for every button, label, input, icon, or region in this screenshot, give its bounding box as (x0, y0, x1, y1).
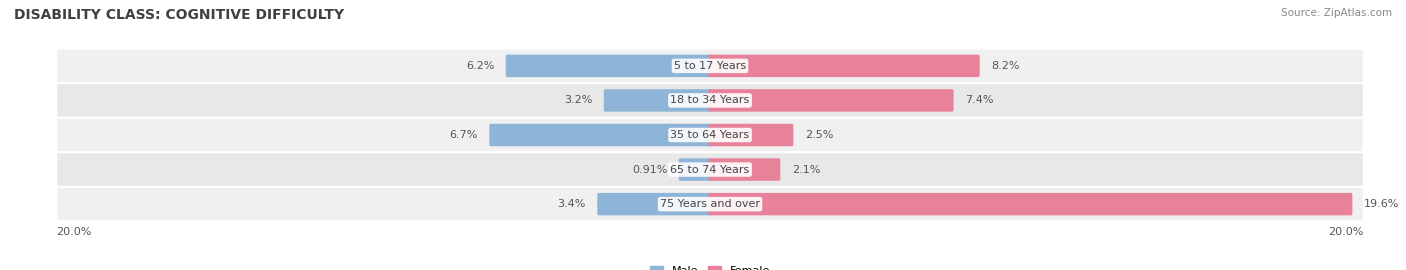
Text: 3.2%: 3.2% (564, 95, 592, 106)
Text: 2.1%: 2.1% (792, 164, 820, 175)
Text: 65 to 74 Years: 65 to 74 Years (671, 164, 749, 175)
FancyBboxPatch shape (56, 152, 1364, 187)
Text: 7.4%: 7.4% (965, 95, 994, 106)
Text: 75 Years and over: 75 Years and over (659, 199, 761, 209)
Text: Source: ZipAtlas.com: Source: ZipAtlas.com (1281, 8, 1392, 18)
FancyBboxPatch shape (679, 158, 711, 181)
FancyBboxPatch shape (56, 118, 1364, 152)
Text: 19.6%: 19.6% (1364, 199, 1399, 209)
Text: DISABILITY CLASS: COGNITIVE DIFFICULTY: DISABILITY CLASS: COGNITIVE DIFFICULTY (14, 8, 344, 22)
Text: 18 to 34 Years: 18 to 34 Years (671, 95, 749, 106)
FancyBboxPatch shape (489, 124, 711, 146)
FancyBboxPatch shape (709, 158, 780, 181)
FancyBboxPatch shape (56, 187, 1364, 221)
Legend: Male, Female: Male, Female (650, 266, 770, 270)
Text: 2.5%: 2.5% (804, 130, 834, 140)
Text: 6.2%: 6.2% (465, 61, 495, 71)
Text: 5 to 17 Years: 5 to 17 Years (673, 61, 747, 71)
Text: 20.0%: 20.0% (56, 227, 91, 237)
Text: 20.0%: 20.0% (1329, 227, 1364, 237)
Text: 35 to 64 Years: 35 to 64 Years (671, 130, 749, 140)
Text: 8.2%: 8.2% (991, 61, 1019, 71)
Text: 6.7%: 6.7% (450, 130, 478, 140)
FancyBboxPatch shape (56, 49, 1364, 83)
FancyBboxPatch shape (603, 89, 711, 112)
FancyBboxPatch shape (709, 55, 980, 77)
Text: 0.91%: 0.91% (631, 164, 668, 175)
FancyBboxPatch shape (709, 124, 793, 146)
FancyBboxPatch shape (709, 89, 953, 112)
FancyBboxPatch shape (709, 193, 1353, 215)
FancyBboxPatch shape (598, 193, 711, 215)
FancyBboxPatch shape (56, 83, 1364, 118)
Text: 3.4%: 3.4% (557, 199, 586, 209)
FancyBboxPatch shape (506, 55, 711, 77)
